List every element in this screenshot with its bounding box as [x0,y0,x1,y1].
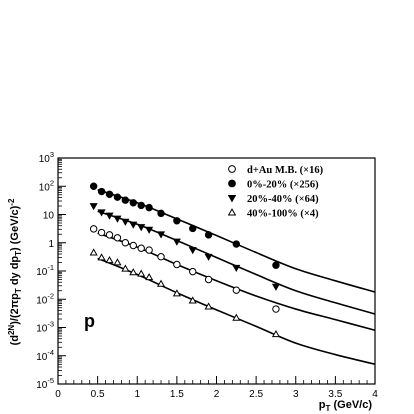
data-point-s0 [113,234,122,242]
data-point-s2 [121,218,130,226]
data-point-s2 [97,209,106,217]
legend-label-1: 0%-20% (×256) [247,180,319,191]
x-tick-label: 4 [372,389,378,400]
data-point-s0 [157,253,165,261]
data-point-s1 [97,187,106,196]
legend-label-3: 40%-100% (×4) [247,209,319,220]
data-point-s3 [137,269,146,277]
data-point-s3 [232,313,241,321]
x-tick-label: 2.5 [249,389,263,400]
data-point-s1 [145,203,153,212]
data-point-s0 [204,275,213,284]
y-axis-title: (d2N)/(2πpT dy dpT) (GeV/c)-2 [7,198,23,345]
legend-label-2: 20%-40% (×64) [247,194,319,205]
data-point-s3 [121,264,130,272]
x-axis-title: pT (GeV/c) [319,399,373,413]
data-point-s2 [156,231,166,239]
data-point-s0 [89,225,98,233]
data-point-s0 [189,267,197,276]
data-point-s1 [89,182,98,190]
x-axis-ticks: 0 0.5 1 1.5 2 2.5 3 3.5 4 [55,376,378,400]
data-point-s3 [89,248,98,256]
data-point-s0 [137,244,145,252]
data-point-s0 [173,260,181,269]
data-point-s0 [105,231,114,239]
y-tick-label: 10-1 [36,263,54,278]
data-point-s1 [272,261,280,269]
data-point-s0 [272,305,280,313]
data-point-s1 [129,199,137,207]
legend-marker-3 [227,208,237,216]
x-tick-label: 3 [293,389,299,400]
data-point-s0 [145,246,153,254]
legend: d+Au M.B. (×16) 0%-20% (×256) 20%-40% (×64… [227,165,324,220]
data-point-s3 [129,268,138,276]
legend-marker-1 [228,179,236,188]
data-point-s2 [105,212,114,220]
data-point-s3 [172,289,181,297]
data-point-s3 [156,279,166,287]
data-point-s2 [204,253,213,261]
data-point-s2 [137,224,146,232]
y-tick-label: 10-2 [36,291,54,306]
data-point-s2 [113,215,122,223]
x-tick-label: 1 [134,389,140,400]
data-point-s1 [173,217,181,225]
x-tick-label: 0 [55,389,61,400]
data-point-s1 [189,224,197,233]
legend-marker-2 [227,194,237,203]
legend-marker-0 [228,165,236,173]
data-point-s3 [271,329,280,338]
data-point-s2 [232,264,241,272]
data-point-s2 [188,247,197,255]
data-point-s1 [204,231,213,239]
data-point-s1 [113,193,122,201]
data-point-s1 [121,196,130,204]
data-point-s1 [157,209,165,218]
x-tick-label: 2 [214,389,220,400]
data-points [89,182,280,338]
data-point-s1 [105,190,114,198]
data-point-s1 [137,201,145,210]
y-tick-label: 10-5 [36,376,54,391]
x-tick-label: 1.5 [170,389,184,400]
data-point-s3 [188,296,197,304]
x-tick-label: 0.5 [91,389,105,400]
data-point-s3 [113,258,122,266]
legend-label-0: d+Au M.B. (×16) [247,165,324,176]
y-tick-label: 103 [39,150,54,165]
data-point-s2 [89,203,98,211]
y-tick-label: 10 [43,211,55,222]
y-tick-label: 1 [48,239,54,250]
panel-label: p [84,311,95,331]
data-point-s1 [232,240,241,248]
data-point-s0 [232,286,241,294]
data-point-s3 [97,253,106,261]
y-tick-label: 102 [39,178,54,193]
data-point-s3 [204,302,213,310]
fit-curves [97,189,376,366]
data-point-s0 [97,228,106,237]
data-point-s3 [105,256,114,264]
data-point-s2 [129,221,138,229]
x-tick-label: 3.5 [328,389,342,400]
data-point-s2 [172,238,181,246]
data-point-s0 [129,241,137,250]
y-tick-label: 10-4 [36,348,54,363]
data-point-s2 [145,226,154,234]
data-point-s2 [271,283,280,291]
data-point-s3 [145,273,154,281]
data-point-s0 [121,239,130,247]
y-tick-label: 10-3 [36,320,54,335]
